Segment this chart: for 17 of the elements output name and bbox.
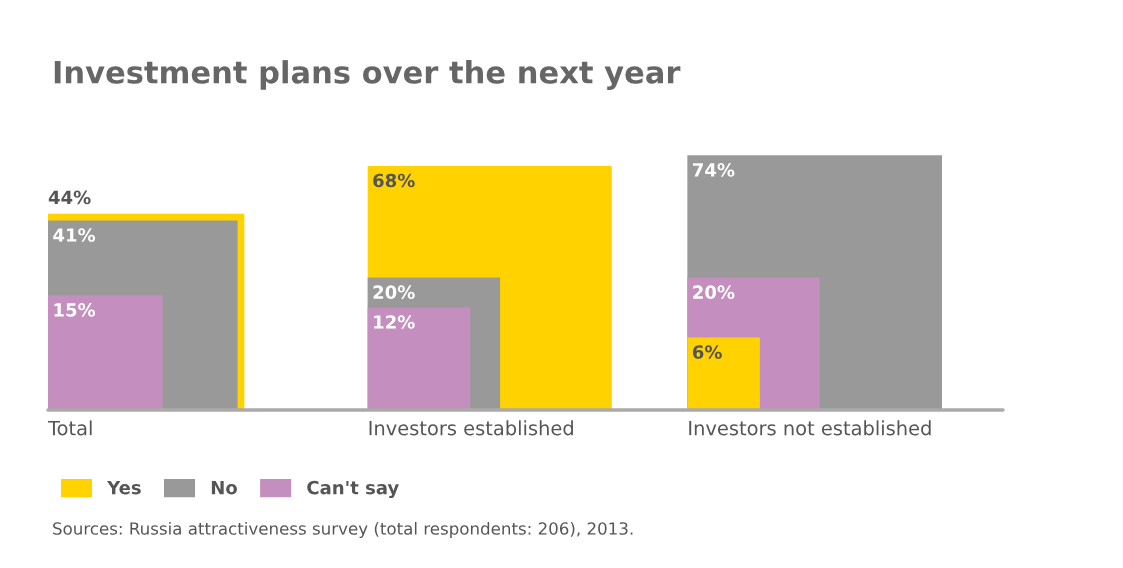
source-note: Sources: Russia attractiveness survey (total respondents: 206), 2013.	[53, 521, 633, 539]
category-label: Total	[47, 420, 92, 436]
category-label: Investors established	[369, 420, 573, 436]
data-label: 20%	[693, 285, 735, 299]
data-label: 12%	[374, 315, 415, 329]
data-label: 74%	[693, 163, 735, 177]
data-label: 6%	[692, 345, 722, 359]
legend-label: Yes	[107, 480, 141, 495]
data-label: 68%	[373, 173, 415, 188]
data-label: 41%	[53, 228, 96, 242]
text: Investment plans over the next year	[54, 60, 681, 90]
legend-label: Can't say	[307, 480, 399, 499]
data-label: 15%	[54, 303, 96, 317]
category-label: Investors not established	[689, 420, 931, 436]
data-label: 20%	[373, 285, 415, 299]
legend-label: No	[211, 480, 237, 495]
data-label: 44%	[48, 190, 91, 205]
